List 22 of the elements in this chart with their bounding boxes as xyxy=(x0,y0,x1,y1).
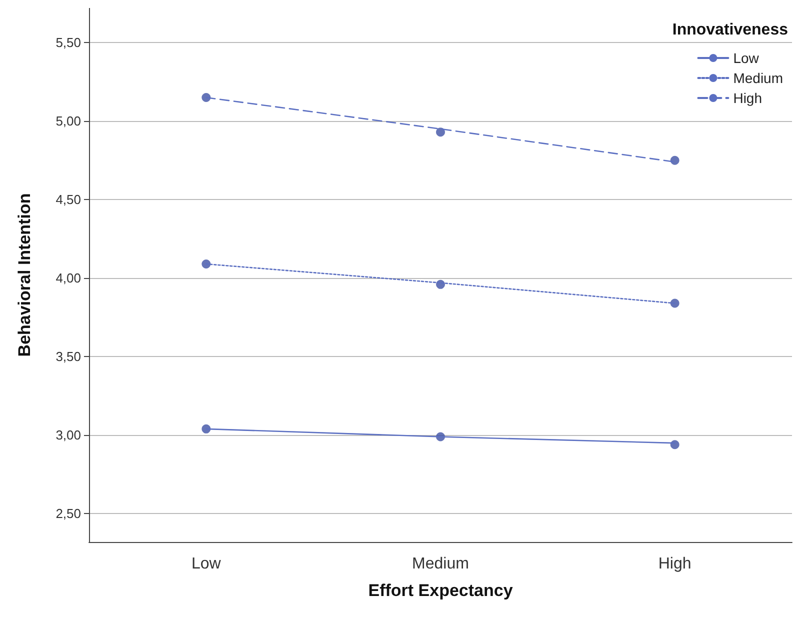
y-tick-label: 2,50 xyxy=(56,506,81,522)
point xyxy=(670,298,680,308)
point xyxy=(202,260,211,269)
legend-title: Innovativeness xyxy=(672,22,788,38)
legend-label: High xyxy=(733,90,762,106)
y-tick-label: 4,00 xyxy=(56,270,81,286)
y-axis-title: Behavioral Intention xyxy=(15,193,34,357)
legend-label: Medium xyxy=(733,70,784,86)
y-tick-label: 3,50 xyxy=(56,349,81,364)
legend-label: Low xyxy=(733,50,760,66)
point xyxy=(670,156,680,165)
x-axis-title: Effort Expectancy xyxy=(368,581,514,600)
y-tick-label: 5,00 xyxy=(56,114,81,129)
x-tick-label: High xyxy=(658,556,692,572)
x-tick-label: Low xyxy=(191,556,222,572)
y-tick-label: 5,50 xyxy=(56,35,81,50)
point xyxy=(436,128,445,137)
y-tick-label: 3,00 xyxy=(56,428,81,443)
x-tick-label: Medium xyxy=(412,556,469,572)
y-tick-label: 4,50 xyxy=(56,192,81,208)
point xyxy=(670,440,680,450)
point xyxy=(202,424,211,434)
